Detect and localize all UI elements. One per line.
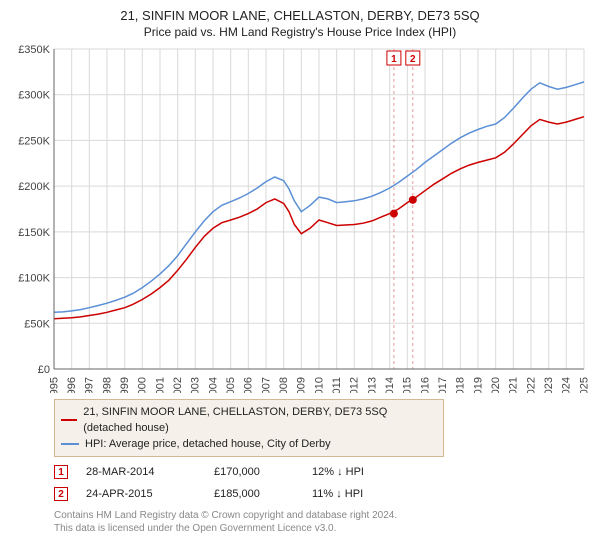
legend-item-property: 21, SINFIN MOOR LANE, CHELLASTON, DERBY,…	[61, 404, 437, 436]
svg-text:2008: 2008	[278, 377, 290, 393]
legend-swatch-hpi	[61, 443, 79, 445]
svg-text:2000: 2000	[137, 377, 149, 393]
svg-text:£150K: £150K	[18, 227, 50, 239]
svg-text:2015: 2015	[402, 377, 414, 393]
svg-text:2012: 2012	[349, 377, 361, 393]
legend-swatch-property	[61, 419, 77, 421]
legend-item-hpi: HPI: Average price, detached house, City…	[61, 436, 437, 452]
annotation-price-2: £185,000	[214, 488, 294, 500]
svg-text:2009: 2009	[296, 377, 308, 393]
annotation-row-1: 1 28-MAR-2014 £170,000 12% ↓ HPI	[54, 465, 590, 479]
annotation-delta-1: 12% ↓ HPI	[312, 466, 364, 478]
svg-text:2014: 2014	[384, 377, 396, 393]
svg-text:2016: 2016	[419, 377, 431, 393]
svg-text:2004: 2004	[207, 377, 219, 393]
svg-text:2001: 2001	[154, 377, 166, 393]
svg-text:2010: 2010	[313, 377, 325, 393]
annotation-delta-2: 11% ↓ HPI	[312, 488, 363, 500]
svg-text:2013: 2013	[366, 377, 378, 393]
chart-area: £0 £50K £100K £150K £200K £250K £300K £350K 1995…	[10, 43, 590, 393]
footer-line-1: Contains HM Land Registry data © Crown c…	[54, 509, 590, 522]
svg-text:1: 1	[391, 54, 397, 65]
svg-text:£100K: £100K	[18, 273, 50, 285]
legend: 21, SINFIN MOOR LANE, CHELLASTON, DERBY,…	[54, 399, 444, 457]
svg-text:1998: 1998	[101, 377, 113, 393]
svg-text:£350K: £350K	[18, 44, 50, 56]
svg-text:2024: 2024	[561, 377, 573, 393]
annotation-date-2: 24-APR-2015	[86, 488, 196, 500]
svg-text:2022: 2022	[525, 377, 537, 393]
svg-text:2002: 2002	[172, 377, 184, 393]
svg-text:1996: 1996	[66, 377, 78, 393]
annotation-price-1: £170,000	[214, 466, 294, 478]
svg-text:2: 2	[410, 54, 416, 65]
legend-label-property: 21, SINFIN MOOR LANE, CHELLASTON, DERBY,…	[83, 404, 437, 436]
svg-text:2018: 2018	[455, 377, 467, 393]
chart-svg: £0 £50K £100K £150K £200K £250K £300K £350K 1995…	[10, 43, 590, 393]
chart-subtitle: Price paid vs. HM Land Registry's House …	[10, 25, 590, 39]
svg-text:2020: 2020	[490, 377, 502, 393]
svg-text:£300K: £300K	[18, 90, 50, 102]
annotation-marker-1: 1	[54, 465, 68, 479]
footer-line-2: This data is licensed under the Open Gov…	[54, 522, 590, 535]
legend-label-hpi: HPI: Average price, detached house, City…	[85, 436, 331, 452]
annotation-marker-2: 2	[54, 487, 68, 501]
svg-text:2017: 2017	[437, 377, 449, 393]
svg-text:1995: 1995	[48, 377, 60, 393]
svg-text:1997: 1997	[84, 377, 96, 393]
chart-title: 21, SINFIN MOOR LANE, CHELLASTON, DERBY,…	[10, 8, 590, 23]
svg-text:2023: 2023	[543, 377, 555, 393]
annotation-date-1: 28-MAR-2014	[86, 466, 196, 478]
svg-text:£200K: £200K	[18, 181, 50, 193]
svg-text:£50K: £50K	[24, 318, 50, 330]
footer: Contains HM Land Registry data © Crown c…	[54, 509, 590, 535]
svg-text:1999: 1999	[119, 377, 131, 393]
svg-text:2019: 2019	[472, 377, 484, 393]
svg-text:£250K: £250K	[18, 135, 50, 147]
svg-text:£0: £0	[38, 364, 50, 376]
svg-text:2011: 2011	[331, 377, 343, 393]
annotation-row-2: 2 24-APR-2015 £185,000 11% ↓ HPI	[54, 487, 590, 501]
svg-text:2025: 2025	[578, 377, 590, 393]
svg-text:2006: 2006	[243, 377, 255, 393]
svg-text:2021: 2021	[508, 377, 520, 393]
svg-text:2007: 2007	[260, 377, 272, 393]
svg-text:2005: 2005	[225, 377, 237, 393]
svg-text:2003: 2003	[190, 377, 202, 393]
